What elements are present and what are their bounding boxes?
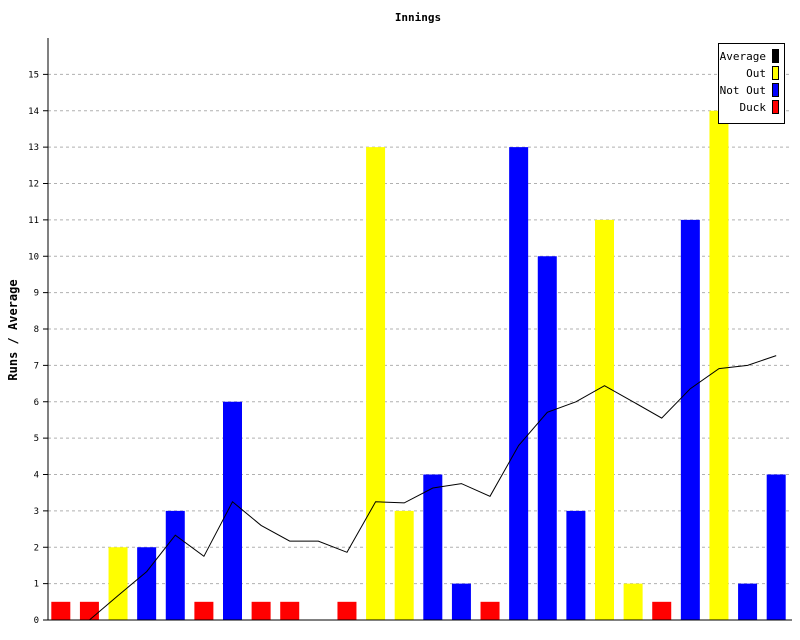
average-line-group [89,355,777,621]
bar-innings-25 [738,583,758,620]
y-tick-label: 1 [34,580,39,590]
bar-innings-6 [194,601,214,620]
legend-swatch-not-out [772,83,779,97]
legend-label-out: Out [746,67,766,80]
bar-innings-19 [566,510,586,620]
y-tick-label: 12 [28,180,39,190]
bar-innings-8 [251,601,271,620]
y-tick-label: 5 [34,434,39,444]
y-tick-label: 7 [34,361,39,371]
bar-innings-9 [280,601,300,620]
bar-innings-21 [623,583,643,620]
bar-innings-16 [480,601,500,620]
bar-innings-20 [595,219,614,620]
bar-innings-11 [337,601,357,620]
bar-innings-26 [766,474,786,620]
y-tick-label: 4 [34,471,39,481]
y-tick-label: 8 [34,325,39,335]
y-tick-label: 14 [28,107,39,117]
bar-innings-12 [366,147,386,620]
bar-innings-1 [51,601,71,620]
bar-innings-22 [652,601,672,620]
bar-innings-14 [423,474,443,620]
bar-innings-4 [137,547,157,620]
chart-title: Innings [395,11,441,24]
bar-innings-17 [509,147,529,620]
legend-label-average: Average [720,50,766,63]
legend-swatch-average [772,49,779,63]
bar-innings-3 [108,547,128,620]
legend-label-duck: Duck [740,101,767,114]
bars [51,110,786,620]
gridlines [48,73,792,585]
y-tick-label: 3 [34,507,39,517]
bar-innings-2 [79,601,99,620]
legend-swatch-duck [772,100,779,114]
bar-innings-24 [709,110,729,620]
legend-label-not-out: Not Out [720,84,766,97]
y-tick-label: 6 [34,398,39,408]
y-axis-label: Runs / Average [6,279,20,380]
y-tick-label: 10 [28,252,39,262]
y-tick-label: 13 [28,143,39,153]
bar-innings-23 [680,219,700,620]
legend: Average Out Not Out Duck [718,43,785,124]
y-tick-label: 9 [34,289,39,299]
y-tick-label: 2 [34,543,39,553]
bar-innings-13 [394,510,414,620]
bar-innings-5 [165,510,185,620]
y-tick-label: 15 [28,70,39,80]
bar-innings-15 [451,583,471,620]
legend-swatch-out [772,66,779,80]
bar-innings-7 [223,401,242,620]
average-line [89,355,777,621]
bar-innings-18 [537,256,557,620]
y-tick-label: 11 [28,216,39,226]
y-tick-label: 0 [34,616,39,626]
